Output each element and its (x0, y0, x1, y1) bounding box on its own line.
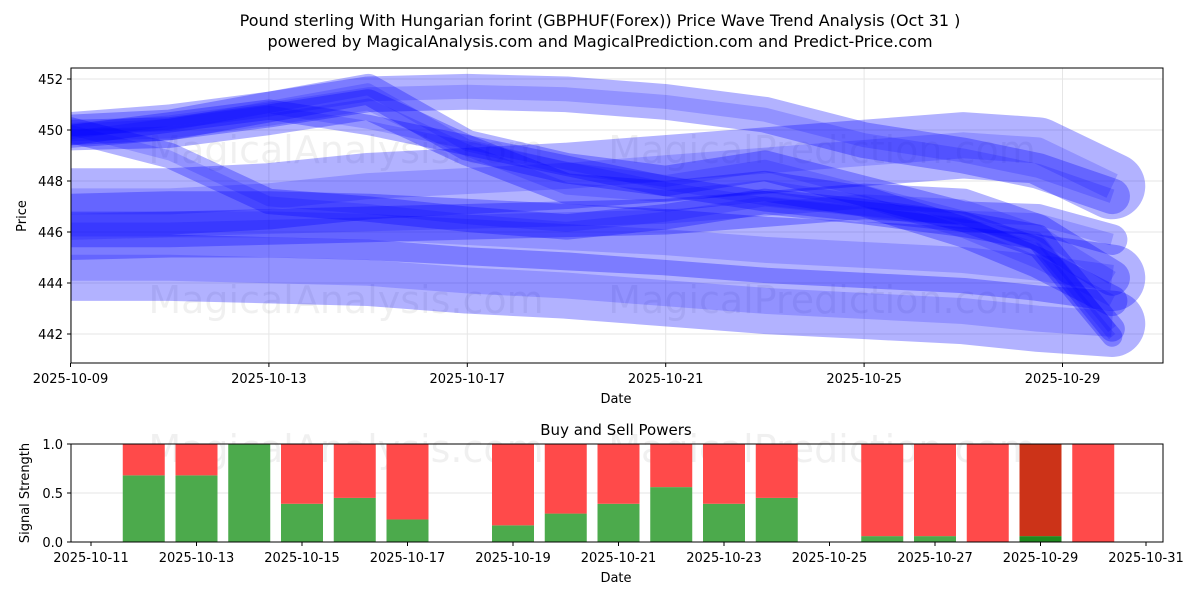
price-wave (71, 112, 1146, 235)
buy-bar (914, 536, 956, 542)
top-x-tick-label: 2025-10-13 (231, 372, 307, 387)
price-wave-core (71, 98, 1115, 307)
sell-bar (175, 444, 218, 476)
bottom-y-tick-label: 0.5 (42, 487, 63, 502)
buy-bar (492, 525, 534, 542)
top-x-tick-label: 2025-10-21 (628, 372, 704, 387)
buy-bar (703, 503, 745, 542)
bottom-x-tick-label: 2025-10-11 (53, 551, 129, 566)
buy-bar (386, 519, 429, 542)
price-wave-core (71, 84, 1115, 203)
buy-bar (122, 475, 165, 542)
top-y-tick-label: 446 (38, 226, 63, 241)
sell-bar (544, 444, 587, 514)
watermark: MagicalAnalysis.com (148, 128, 543, 172)
top-y-tick-label: 444 (38, 277, 63, 292)
sell-bar (333, 444, 376, 498)
bottom-x-tick-label: 2025-10-31 (1108, 551, 1184, 566)
top-x-tick-label: 2025-10-29 (1025, 372, 1101, 387)
top-x-tick-label: 2025-10-25 (826, 372, 902, 387)
price-wave-core (71, 132, 1118, 215)
bottom-x-tick-label: 2025-10-27 (897, 551, 973, 566)
top-y-tick-label: 450 (38, 124, 63, 139)
sell-bar (1019, 444, 1062, 537)
chart-title: Pound sterling With Hungarian forint (GB… (240, 11, 961, 30)
price-wave-core (71, 125, 1116, 333)
bottom-x-tick-label: 2025-10-25 (792, 551, 868, 566)
price-wave-core (71, 194, 1116, 284)
sell-bar (703, 444, 745, 504)
price-wave (71, 99, 1123, 347)
bottom-x-tick-label: 2025-10-23 (686, 551, 762, 566)
bottom-chart-title: Buy and Sell Powers (540, 421, 692, 439)
buy-bar (650, 487, 693, 542)
top-x-tick-label: 2025-10-17 (430, 372, 506, 387)
bottom-x-tick-label: 2025-10-29 (1003, 551, 1079, 566)
top-x-tick-label: 2025-10-09 (33, 372, 109, 387)
price-wave (71, 117, 1125, 342)
sell-bar (386, 444, 429, 520)
top-y-tick-label: 442 (38, 328, 63, 343)
sell-bar (914, 444, 956, 537)
sell-bar (650, 444, 693, 488)
price-wave (71, 89, 1128, 317)
price-wave (71, 191, 1146, 312)
sell-bar (597, 444, 640, 504)
sell-bar (492, 444, 534, 526)
buy-bar (333, 497, 376, 542)
bottom-x-tick-label: 2025-10-13 (159, 551, 235, 566)
bottom-y-label: Signal Strength (18, 443, 33, 543)
buy-bar (1019, 536, 1062, 542)
bottom-y-tick-label: 0.0 (42, 536, 63, 551)
buy-bar (861, 536, 904, 542)
sell-bar (281, 444, 323, 504)
top-y-label: Price (15, 200, 30, 232)
price-wave-core (71, 105, 1116, 340)
top-plot-frame (70, 67, 1164, 364)
watermark: MagicalPrediction.com (608, 128, 1036, 172)
wave-group (71, 73, 1146, 357)
price-wave (71, 234, 1146, 357)
buy-bar (597, 503, 640, 542)
price-wave-core (71, 83, 1114, 246)
bottom-x-tick-label: 2025-10-17 (370, 551, 446, 566)
bottom-plot-frame (70, 443, 1164, 543)
top-x-label: Date (600, 392, 631, 407)
top-y-tick-label: 448 (38, 175, 63, 190)
sell-bar (1072, 444, 1115, 542)
buy-bar (228, 444, 271, 542)
chart-subtitle: powered by MagicalAnalysis.com and Magic… (267, 32, 932, 51)
price-wave-core (71, 254, 1113, 337)
bottom-y-tick-label: 1.0 (42, 438, 63, 453)
buy-bar (175, 475, 218, 542)
sell-bar (755, 444, 798, 498)
watermark: MagicalAnalysis.com (148, 278, 543, 322)
buy-bar (755, 497, 798, 542)
buy-bar (544, 513, 587, 542)
price-wave (71, 73, 1128, 255)
price-wave (71, 183, 1130, 296)
sell-bar (122, 444, 165, 476)
sell-bar (966, 444, 1009, 542)
buy-bar (281, 503, 323, 542)
bottom-x-tick-label: 2025-10-15 (264, 551, 340, 566)
price-wave (71, 73, 1130, 215)
bottom-x-tick-label: 2025-10-19 (475, 551, 551, 566)
bottom-x-label: Date (600, 571, 631, 586)
bottom-x-tick-label: 2025-10-21 (581, 551, 657, 566)
sell-bar (861, 444, 904, 537)
price-wave-core (71, 211, 1114, 291)
watermark: MagicalPrediction.com (608, 278, 1036, 322)
top-y-tick-label: 452 (38, 73, 63, 88)
